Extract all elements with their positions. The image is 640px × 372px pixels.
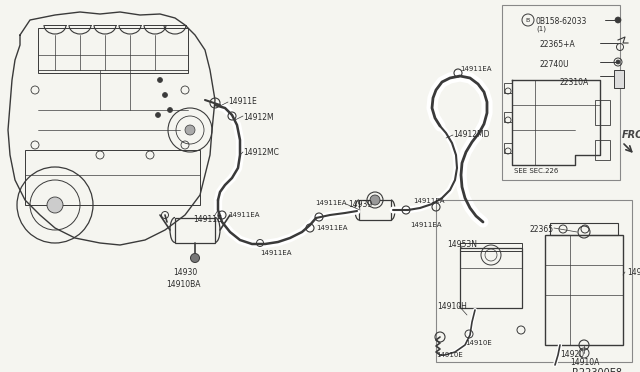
Text: R22300E8: R22300E8 (572, 368, 622, 372)
Circle shape (163, 93, 168, 97)
Bar (502, 5, 620, 180)
Text: 14911E: 14911E (228, 97, 257, 106)
Bar (25, 150, 200, 205)
Text: 14930: 14930 (173, 268, 197, 277)
Bar (545, 235, 623, 345)
Circle shape (615, 17, 621, 23)
Text: 0B158-62033: 0B158-62033 (536, 17, 588, 26)
Circle shape (47, 197, 63, 213)
Text: 22740U: 22740U (540, 60, 570, 69)
Text: 14910E: 14910E (436, 352, 463, 358)
Text: 14910E: 14910E (465, 340, 492, 346)
Bar (460, 248, 522, 308)
Text: 14911EA: 14911EA (460, 66, 492, 72)
Text: 14911EA: 14911EA (260, 250, 291, 256)
Text: (1): (1) (536, 25, 546, 32)
Bar (504, 143, 512, 153)
Text: SEE SEC.226: SEE SEC.226 (514, 168, 558, 174)
Text: 14912M: 14912M (243, 113, 274, 122)
Text: 14910H: 14910H (437, 302, 467, 311)
Bar (595, 140, 610, 160)
Text: 14910A: 14910A (570, 358, 600, 367)
Text: 14912MC: 14912MC (243, 148, 279, 157)
Bar (504, 83, 512, 93)
Text: 14911E: 14911E (193, 215, 221, 224)
Bar (504, 112, 512, 122)
Bar (436, 200, 632, 362)
Text: B: B (526, 17, 530, 22)
Circle shape (168, 108, 173, 112)
Bar (460, 243, 522, 251)
Text: 14920: 14920 (560, 350, 584, 359)
Circle shape (370, 195, 380, 205)
Text: 14912MD: 14912MD (453, 130, 490, 139)
Text: 22365+A: 22365+A (540, 40, 576, 49)
Text: 14911EA: 14911EA (413, 198, 445, 204)
Text: 14939: 14939 (348, 200, 372, 209)
Text: 14911EA: 14911EA (410, 222, 442, 228)
Circle shape (157, 77, 163, 83)
Text: FRONT: FRONT (622, 130, 640, 140)
Bar (359, 200, 391, 220)
Text: 14950: 14950 (627, 268, 640, 277)
Bar (550, 223, 618, 235)
Bar (595, 100, 610, 125)
Text: 14910BA: 14910BA (166, 280, 200, 289)
Circle shape (185, 125, 195, 135)
Text: 14911EA: 14911EA (316, 225, 348, 231)
Text: 22310A: 22310A (560, 78, 589, 87)
Text: 14953N: 14953N (447, 240, 477, 249)
Text: 22365: 22365 (530, 225, 554, 234)
Bar (175, 218, 215, 243)
Text: 14911EA: 14911EA (315, 200, 346, 206)
Circle shape (156, 112, 161, 118)
Circle shape (616, 60, 620, 64)
Bar (38, 28, 188, 73)
Circle shape (191, 253, 200, 263)
Bar (614, 70, 624, 88)
Text: 14911EA: 14911EA (228, 212, 259, 218)
